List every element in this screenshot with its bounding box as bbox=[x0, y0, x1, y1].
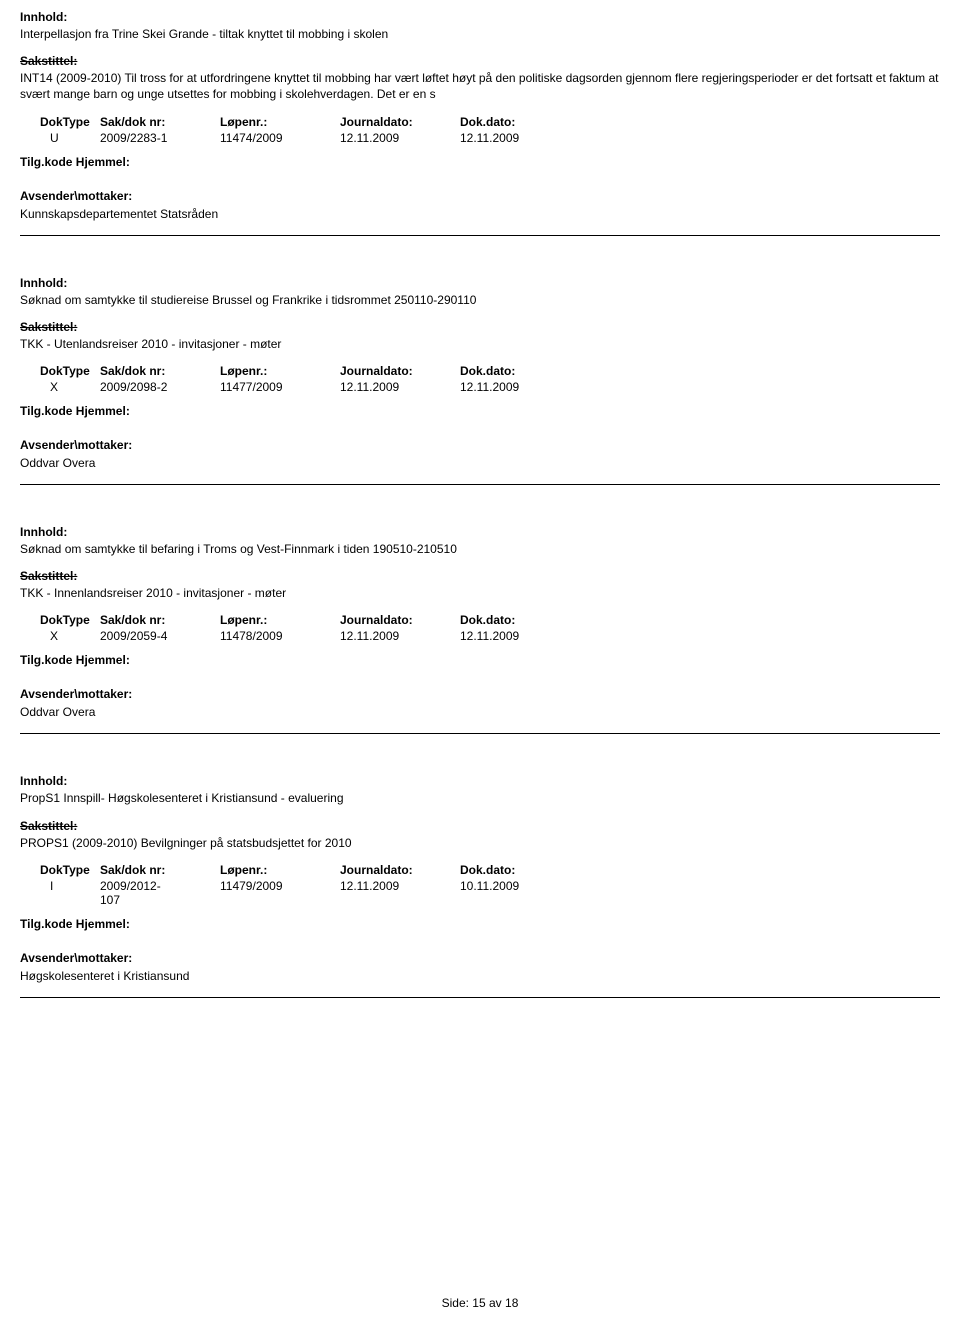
col-journaldato-header: Journaldato: bbox=[340, 364, 460, 378]
page-current: 15 bbox=[472, 1296, 485, 1310]
journal-entry: Innhold: PropS1 Innspill- Høgskolesenter… bbox=[20, 774, 940, 997]
avsender-label: Avsender\mottaker: bbox=[20, 951, 940, 965]
sakstittel-label: Sakstittel: bbox=[20, 819, 940, 833]
col-sakdok-header: Sak/dok nr: bbox=[100, 115, 220, 129]
avsender-label: Avsender\mottaker: bbox=[20, 687, 940, 701]
hjemmel-label: Hjemmel: bbox=[76, 653, 130, 667]
avsender-name: Høgskolesenteret i Kristiansund bbox=[20, 969, 940, 983]
dokdato-value: 12.11.2009 bbox=[460, 629, 580, 643]
sakdok-value: 2009/2283-1 bbox=[100, 131, 220, 145]
innhold-text: PropS1 Innspill- Høgskolesenteret i Kris… bbox=[20, 790, 940, 806]
tilg-line: Tilg.kode Hjemmel: bbox=[20, 917, 940, 931]
col-journaldato-header: Journaldato: bbox=[340, 863, 460, 877]
col-doktype-header: DokType bbox=[20, 364, 100, 378]
innhold-label: Innhold: bbox=[20, 525, 940, 539]
sakstittel-text: TKK - Utenlandsreiser 2010 - invitasjone… bbox=[20, 336, 940, 352]
table-header: DokType Sak/dok nr: Løpenr.: Journaldato… bbox=[20, 613, 940, 627]
sakstittel-text: INT14 (2009-2010) Til tross for at utfor… bbox=[20, 70, 940, 102]
table-header: DokType Sak/dok nr: Løpenr.: Journaldato… bbox=[20, 863, 940, 877]
table-row: U 2009/2283-1 11474/2009 12.11.2009 12.1… bbox=[20, 131, 940, 145]
innhold-text: Søknad om samtykke til befaring i Troms … bbox=[20, 541, 940, 557]
sakstittel-text: PROPS1 (2009-2010) Bevilgninger på stats… bbox=[20, 835, 940, 851]
lopenr-value: 11478/2009 bbox=[220, 629, 340, 643]
table-header: DokType Sak/dok nr: Løpenr.: Journaldato… bbox=[20, 115, 940, 129]
lopenr-value: 11479/2009 bbox=[220, 879, 340, 907]
col-lopenr-header: Løpenr.: bbox=[220, 863, 340, 877]
sakdok-value: 2009/2059-4 bbox=[100, 629, 220, 643]
innhold-label: Innhold: bbox=[20, 10, 940, 24]
col-dokdato-header: Dok.dato: bbox=[460, 115, 580, 129]
table-header: DokType Sak/dok nr: Løpenr.: Journaldato… bbox=[20, 364, 940, 378]
col-doktype-header: DokType bbox=[20, 863, 100, 877]
col-sakdok-header: Sak/dok nr: bbox=[100, 863, 220, 877]
table-row: I 2009/2012-107 11479/2009 12.11.2009 10… bbox=[20, 879, 940, 907]
journaldato-value: 12.11.2009 bbox=[340, 629, 460, 643]
tilg-line: Tilg.kode Hjemmel: bbox=[20, 653, 940, 667]
journaldato-value: 12.11.2009 bbox=[340, 131, 460, 145]
tilgkode-label: Tilg.kode bbox=[20, 917, 72, 931]
col-lopenr-header: Løpenr.: bbox=[220, 613, 340, 627]
col-doktype-header: DokType bbox=[20, 613, 100, 627]
avsender-label: Avsender\mottaker: bbox=[20, 189, 940, 203]
hjemmel-label: Hjemmel: bbox=[76, 404, 130, 418]
sakstittel-label: Sakstittel: bbox=[20, 569, 940, 583]
lopenr-value: 11474/2009 bbox=[220, 131, 340, 145]
doktype-value: X bbox=[20, 380, 100, 394]
avsender-label: Avsender\mottaker: bbox=[20, 438, 940, 452]
journaldato-value: 12.11.2009 bbox=[340, 380, 460, 394]
dokdato-value: 10.11.2009 bbox=[460, 879, 580, 907]
innhold-label: Innhold: bbox=[20, 774, 940, 788]
col-sakdok-header: Sak/dok nr: bbox=[100, 364, 220, 378]
table-row: X 2009/2059-4 11478/2009 12.11.2009 12.1… bbox=[20, 629, 940, 643]
table-row: X 2009/2098-2 11477/2009 12.11.2009 12.1… bbox=[20, 380, 940, 394]
tilg-line: Tilg.kode Hjemmel: bbox=[20, 404, 940, 418]
separator-line bbox=[20, 733, 940, 734]
tilg-line: Tilg.kode Hjemmel: bbox=[20, 155, 940, 169]
col-journaldato-header: Journaldato: bbox=[340, 613, 460, 627]
sakstittel-text: TKK - Innenlandsreiser 2010 - invitasjon… bbox=[20, 585, 940, 601]
avsender-name: Oddvar Overa bbox=[20, 705, 940, 719]
col-doktype-header: DokType bbox=[20, 115, 100, 129]
avsender-name: Kunnskapsdepartementet Statsråden bbox=[20, 207, 940, 221]
page-footer: Side: 15 av 18 bbox=[20, 1296, 940, 1310]
journal-entry: Innhold: Interpellasjon fra Trine Skei G… bbox=[20, 10, 940, 236]
col-dokdato-header: Dok.dato: bbox=[460, 613, 580, 627]
doktype-value: X bbox=[20, 629, 100, 643]
journaldato-value: 12.11.2009 bbox=[340, 879, 460, 907]
innhold-text: Søknad om samtykke til studiereise Bruss… bbox=[20, 292, 940, 308]
journal-entry: Innhold: Søknad om samtykke til studiere… bbox=[20, 276, 940, 485]
col-sakdok-header: Sak/dok nr: bbox=[100, 613, 220, 627]
hjemmel-label: Hjemmel: bbox=[76, 917, 130, 931]
hjemmel-label: Hjemmel: bbox=[76, 155, 130, 169]
tilgkode-label: Tilg.kode bbox=[20, 404, 72, 418]
separator-line bbox=[20, 997, 940, 998]
sakstittel-label: Sakstittel: bbox=[20, 54, 940, 68]
page-total: 18 bbox=[505, 1296, 518, 1310]
side-label: Side: bbox=[442, 1296, 469, 1310]
av-label: av bbox=[489, 1296, 502, 1310]
dokdato-value: 12.11.2009 bbox=[460, 380, 580, 394]
sakdok-value: 2009/2012-107 bbox=[100, 879, 220, 907]
col-lopenr-header: Løpenr.: bbox=[220, 115, 340, 129]
col-dokdato-header: Dok.dato: bbox=[460, 863, 580, 877]
sakstittel-label: Sakstittel: bbox=[20, 320, 940, 334]
lopenr-value: 11477/2009 bbox=[220, 380, 340, 394]
sakdok-value: 2009/2098-2 bbox=[100, 380, 220, 394]
separator-line bbox=[20, 235, 940, 236]
innhold-text: Interpellasjon fra Trine Skei Grande - t… bbox=[20, 26, 940, 42]
doktype-value: U bbox=[20, 131, 100, 145]
journal-entry: Innhold: Søknad om samtykke til befaring… bbox=[20, 525, 940, 734]
col-lopenr-header: Løpenr.: bbox=[220, 364, 340, 378]
avsender-name: Oddvar Overa bbox=[20, 456, 940, 470]
col-journaldato-header: Journaldato: bbox=[340, 115, 460, 129]
innhold-label: Innhold: bbox=[20, 276, 940, 290]
col-dokdato-header: Dok.dato: bbox=[460, 364, 580, 378]
dokdato-value: 12.11.2009 bbox=[460, 131, 580, 145]
separator-line bbox=[20, 484, 940, 485]
tilgkode-label: Tilg.kode bbox=[20, 155, 72, 169]
doktype-value: I bbox=[20, 879, 100, 907]
tilgkode-label: Tilg.kode bbox=[20, 653, 72, 667]
